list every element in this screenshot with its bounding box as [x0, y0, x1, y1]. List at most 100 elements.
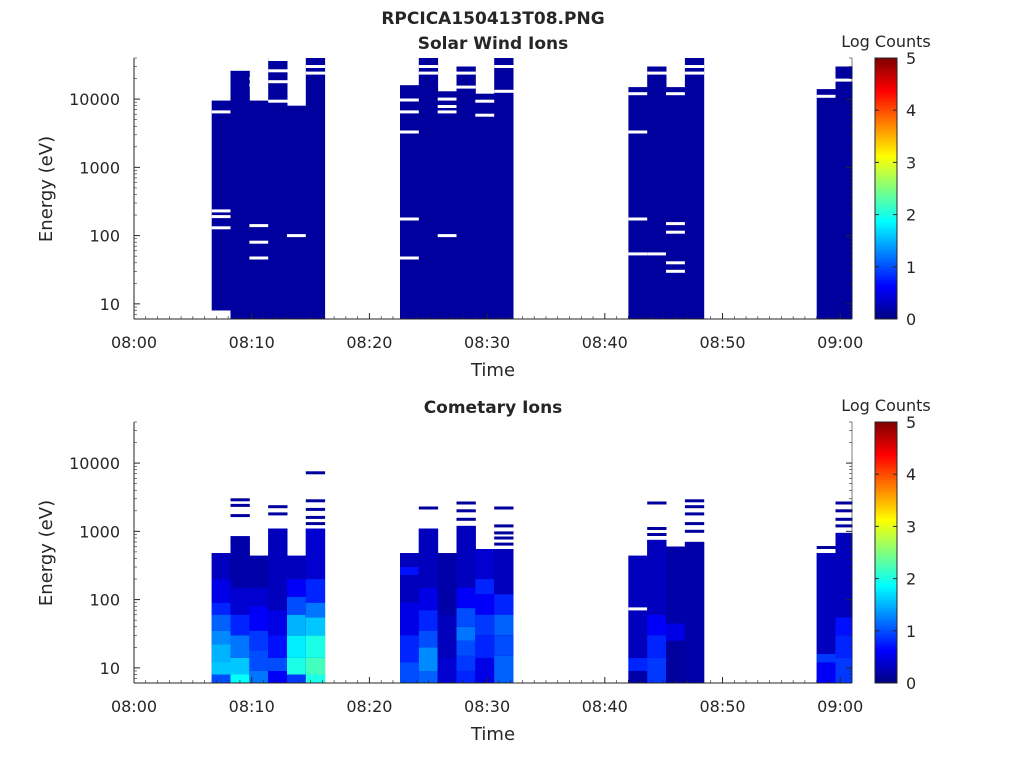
- com-bin-4-2: [287, 635, 307, 658]
- com-bin-1-3: [230, 614, 250, 636]
- com-colorbar-step: [875, 497, 897, 501]
- sw-y-tick-label: 100: [89, 227, 120, 246]
- sw-colorbar-step: [875, 253, 897, 257]
- com-colorbar-step: [875, 474, 897, 478]
- com-bin-10-0: [475, 657, 495, 683]
- sw-colorbar-step: [875, 295, 897, 299]
- com-bin-15-0: [684, 541, 705, 683]
- sw-colorbar-step: [875, 313, 897, 317]
- sw-colorbar-step: [875, 78, 897, 82]
- com-bin-4-6: [287, 555, 307, 580]
- com-colorbar-step: [875, 602, 897, 606]
- sw-colorbar-tick-label: 4: [906, 101, 916, 120]
- sw-colorbar-step: [875, 298, 897, 302]
- sw-colorbar-step: [875, 235, 897, 239]
- com-y-tick-label: 100: [89, 591, 120, 610]
- com-bin-10-3: [475, 594, 495, 615]
- com-y-tick-label: 10000: [69, 454, 120, 473]
- com-bin-12-0: [628, 671, 648, 683]
- sw-colorbar-step: [875, 120, 897, 124]
- com-colorbar-step: [875, 583, 897, 587]
- sw-x-tick-label: 08:00: [111, 333, 157, 352]
- com-bin-12-2: [628, 555, 648, 658]
- sw-colorbar-step: [875, 209, 897, 213]
- sw-gap-10-1: [475, 113, 495, 117]
- sw-colorbar-step: [875, 180, 897, 184]
- sw-gap-11-0: [494, 65, 514, 68]
- sw-colorbar-step: [875, 206, 897, 210]
- sw-gap-9-1: [456, 85, 476, 89]
- sw-colorbar-step: [875, 154, 897, 158]
- com-colorbar-step: [875, 508, 897, 512]
- com-colorbar-step: [875, 677, 897, 681]
- sw-colorbar-step: [875, 159, 897, 163]
- sw-colorbar-step: [875, 191, 897, 195]
- solar-wind-ions-heatmap: [211, 58, 853, 319]
- com-colorbar-step: [875, 638, 897, 642]
- com-bin-8-1: [437, 614, 457, 658]
- solar-wind-ions-axes: 08:00 08:10 08:20 08:30 08:40 08:50 09:00 10 100…: [69, 57, 863, 352]
- sw-colorbar-step: [875, 178, 897, 182]
- com-colorbar-step: [875, 482, 897, 486]
- com-bin-11-0: [494, 655, 514, 683]
- com-high-energy-bin-1-0: [230, 498, 250, 502]
- com-colorbar-step: [875, 429, 897, 433]
- sw-y-tick-label: 10: [100, 295, 120, 314]
- com-colorbar-step: [875, 636, 897, 640]
- sw-gap-8-0: [437, 97, 457, 101]
- sw-x-tick-label: 09:00: [817, 333, 863, 352]
- sw-colorbar-tick-label: 0: [906, 310, 916, 329]
- com-bin-0-7: [211, 553, 231, 580]
- sw-gap-3-2: [268, 80, 288, 84]
- sw-segment-1: [230, 70, 250, 319]
- com-colorbar-step: [875, 513, 897, 517]
- com-bin-9-1: [456, 655, 476, 671]
- sw-colorbar-step: [875, 107, 897, 111]
- sw-segment-0: [211, 100, 231, 311]
- sw-colorbar-step: [875, 188, 897, 192]
- com-bin-3-3: [268, 610, 288, 636]
- com-colorbar-step: [875, 542, 897, 546]
- sw-gap-3-0: [268, 58, 288, 61]
- com-colorbar-step: [875, 654, 897, 658]
- sw-colorbar-step: [875, 102, 897, 106]
- com-high-energy-bin-15-3: [684, 522, 705, 526]
- com-colorbar-step: [875, 669, 897, 673]
- com-bin-10-5: [475, 549, 495, 580]
- com-high-energy-bin-9-1: [456, 509, 476, 513]
- com-high-energy-bin-15-4: [684, 529, 705, 533]
- sw-colorbar-step: [875, 266, 897, 270]
- com-colorbar-step: [875, 432, 897, 436]
- sw-colorbar-step: [875, 162, 897, 166]
- cometary-ions-heatmap: [211, 471, 853, 683]
- com-bin-13-0: [647, 657, 667, 683]
- sw-segment-15: [684, 58, 705, 319]
- com-colorbar-step: [875, 515, 897, 519]
- com-colorbar-step: [875, 518, 897, 522]
- com-colorbar-step: [875, 628, 897, 632]
- sw-colorbar-step: [875, 123, 897, 127]
- com-high-energy-bin-11-1: [494, 524, 514, 528]
- com-colorbar-step: [875, 596, 897, 600]
- com-colorbar-step: [875, 560, 897, 564]
- sw-gap-14-1: [666, 222, 686, 226]
- sw-gap-15-1: [684, 71, 705, 75]
- com-colorbar-step: [875, 604, 897, 608]
- sw-segment-9: [456, 66, 476, 319]
- com-colorbar-step: [875, 463, 897, 467]
- com-colorbar-tick-label: 0: [906, 674, 916, 693]
- com-bin-13-3: [647, 539, 667, 615]
- sw-gap-5-0: [305, 65, 326, 68]
- sw-colorbar-step: [875, 217, 897, 221]
- com-bin-0-1: [211, 662, 231, 675]
- sw-gap-12-2: [628, 217, 648, 221]
- com-high-energy-bin-13-1: [647, 527, 667, 530]
- com-high-energy-bin-5-1: [305, 499, 326, 503]
- sw-gap-3-1: [268, 69, 288, 73]
- com-bin-0-4: [211, 614, 231, 631]
- com-colorbar-tick-label: 3: [906, 517, 916, 536]
- com-bin-11-4: [494, 549, 514, 595]
- sw-segment-5: [305, 58, 326, 319]
- com-bin-6-5: [400, 553, 420, 567]
- sw-colorbar-step: [875, 94, 897, 98]
